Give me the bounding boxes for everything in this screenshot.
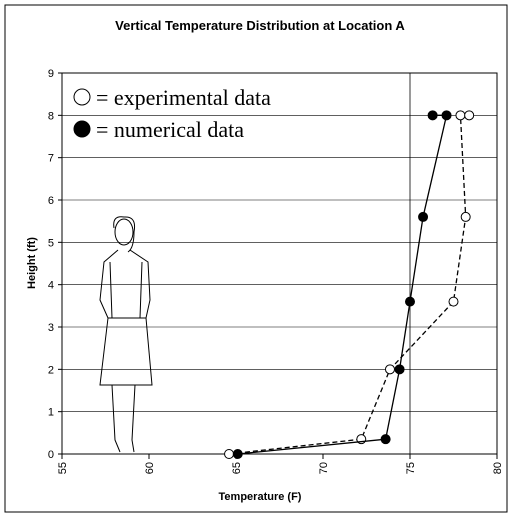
legend-marker (73, 120, 91, 138)
legend-label: = numerical data (96, 117, 244, 142)
y-tick-label: 5 (48, 237, 54, 249)
data-point (448, 296, 459, 307)
data-point (380, 434, 391, 445)
data-point (405, 296, 415, 307)
y-tick-label: 0 (48, 449, 54, 461)
data-point (460, 211, 471, 222)
y-tick-label: 2 (48, 364, 54, 376)
x-tick-label: 80 (492, 462, 504, 474)
legend-marker (73, 88, 91, 106)
data-point (224, 449, 235, 459)
x-tick-label: 60 (144, 462, 156, 474)
data-point (455, 110, 466, 121)
y-tick-label: 6 (48, 195, 54, 207)
chart-title: Vertical Temperature Distribution at Loc… (115, 18, 405, 33)
x-axis-label: Temperature (F) (219, 491, 302, 503)
data-point (418, 211, 429, 222)
y-tick-label: 7 (48, 153, 54, 165)
y-tick-label: 1 (48, 407, 54, 419)
data-point (384, 364, 395, 375)
y-tick-label: 8 (48, 110, 54, 122)
person-figure (99, 216, 153, 453)
legend-label: = experimental data (96, 85, 271, 110)
y-tick-label: 3 (48, 322, 54, 334)
data-point (441, 110, 452, 121)
y-tick-label: 9 (48, 68, 54, 80)
legend: = experimental data = numerical data (73, 85, 271, 142)
x-tick-label: 65 (231, 462, 243, 474)
data-point (427, 110, 438, 121)
x-tick-label: 70 (318, 462, 330, 474)
x-tick-label: 75 (405, 462, 417, 474)
y-tick-label: 4 (48, 280, 54, 292)
data-point (394, 364, 405, 375)
data-point (464, 110, 475, 121)
x-tick-label: 55 (57, 462, 69, 474)
y-axis-label: Height (ft) (26, 237, 38, 289)
data-point (232, 449, 243, 459)
frame (4, 4, 508, 513)
